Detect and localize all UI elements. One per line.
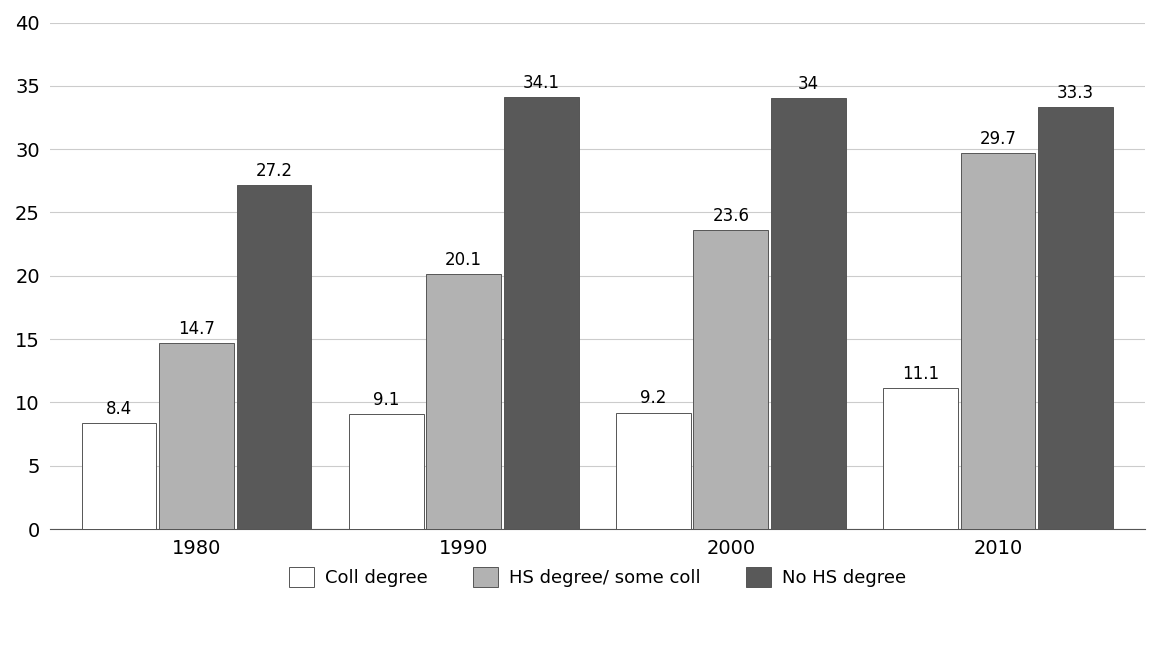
Text: 29.7: 29.7 — [979, 130, 1016, 148]
Bar — [616, 412, 691, 529]
Legend: Coll degree, HS degree/ some coll, No HS degree: Coll degree, HS degree/ some coll, No HS… — [280, 558, 915, 596]
Text: 9.2: 9.2 — [640, 390, 667, 408]
Bar — [960, 153, 1036, 529]
Bar — [159, 343, 234, 529]
Bar — [503, 97, 579, 529]
Text: 34: 34 — [798, 75, 819, 93]
Bar — [237, 185, 311, 529]
Text: 34.1: 34.1 — [523, 74, 559, 92]
Text: 9.1: 9.1 — [374, 391, 399, 409]
Text: 14.7: 14.7 — [179, 320, 215, 338]
Bar — [883, 388, 958, 529]
Bar — [1038, 107, 1112, 529]
Bar — [349, 414, 423, 529]
Text: 33.3: 33.3 — [1057, 84, 1094, 102]
Text: 20.1: 20.1 — [445, 251, 483, 269]
Text: 11.1: 11.1 — [902, 365, 940, 384]
Bar — [427, 275, 501, 529]
Bar — [694, 230, 768, 529]
Text: 8.4: 8.4 — [106, 400, 132, 418]
Text: 27.2: 27.2 — [255, 162, 292, 180]
Bar — [771, 98, 846, 529]
Text: 23.6: 23.6 — [712, 207, 749, 225]
Bar — [81, 423, 157, 529]
